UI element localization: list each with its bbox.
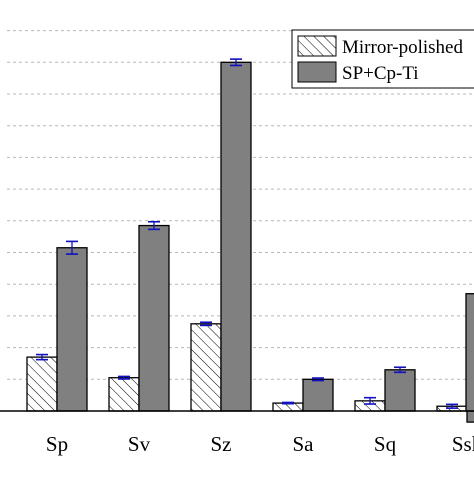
legend-swatch <box>297 61 337 83</box>
bars <box>26 58 474 423</box>
category-label: Sv <box>128 432 151 456</box>
partial-bar <box>465 293 474 412</box>
bar-mirror-polished-sp <box>26 356 58 412</box>
category-label: Sz <box>211 432 232 456</box>
bar-sp-cp-ti-sz <box>220 61 252 412</box>
legend-label: SP+Cp-Ti <box>342 63 419 84</box>
bar-sp-cp-ti-sa <box>302 378 334 412</box>
category-label: Sa <box>293 432 315 456</box>
bar-mirror-polished-sv <box>108 377 140 412</box>
category-label: Sp <box>46 432 68 456</box>
bar-sp-cp-ti-ssk <box>466 410 474 423</box>
legend-swatch <box>297 35 337 57</box>
category-label: Sq <box>374 432 397 456</box>
bar-mirror-polished-sz <box>190 323 222 412</box>
category-label: Ssk <box>452 432 474 456</box>
legend: Mirror-polished SP+Cp-Ti <box>291 29 474 89</box>
category-labels: Sp Sv Sz Sa Sq Ssk <box>46 432 474 456</box>
bar-sp-cp-ti-sq <box>384 369 416 412</box>
legend-label: Mirror-polished <box>342 37 463 58</box>
bar-sp-cp-ti-sv <box>138 224 170 412</box>
bar-sp-cp-ti-sp <box>56 247 88 412</box>
